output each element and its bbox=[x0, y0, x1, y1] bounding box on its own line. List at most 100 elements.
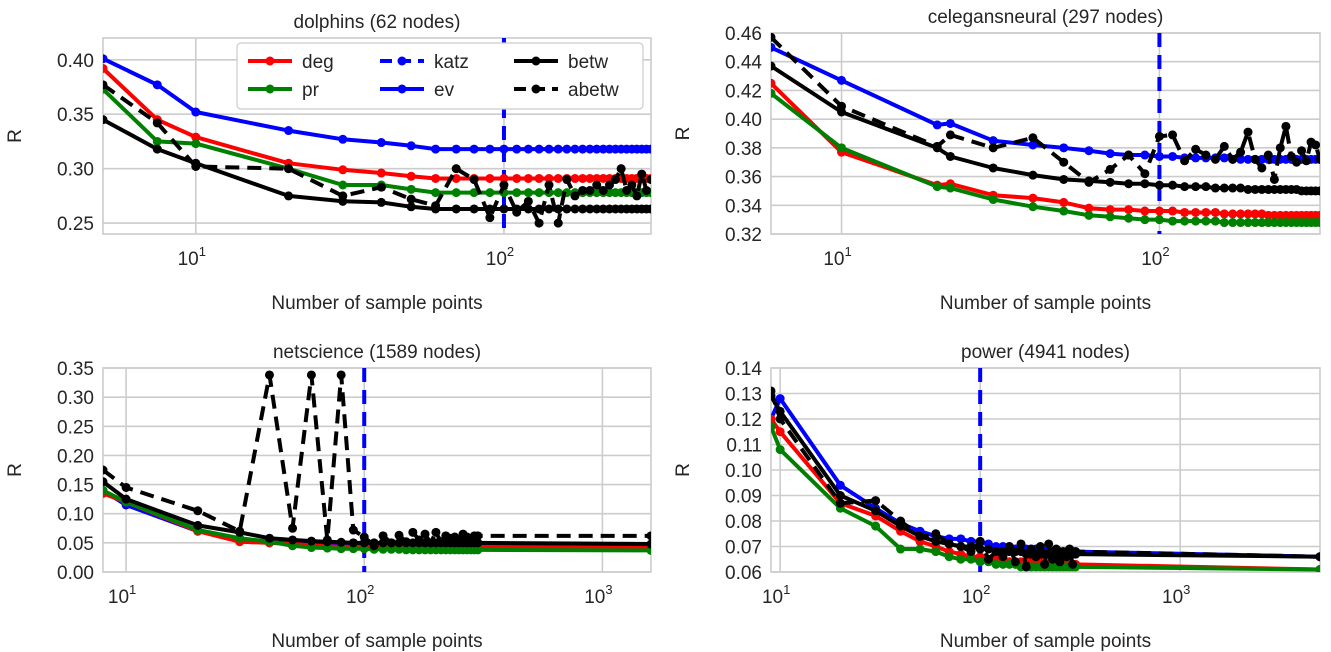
data-point-abetw bbox=[991, 547, 1001, 557]
data-point-pr bbox=[988, 195, 998, 205]
data-point-betw bbox=[1228, 183, 1238, 193]
legend: deg pr katz ev betw abetw bbox=[236, 42, 644, 110]
data-point-abetw bbox=[1044, 539, 1054, 549]
data-point-abetw bbox=[369, 541, 379, 551]
y-tick-label: 0.05 bbox=[57, 534, 94, 555]
data-point-deg bbox=[1228, 209, 1238, 219]
data-point-pr bbox=[553, 188, 563, 198]
data-point-pr bbox=[1228, 218, 1238, 228]
y-tick-label: 0.42 bbox=[725, 81, 762, 102]
data-point-ev bbox=[562, 144, 572, 154]
panel-title: power (4941 nodes) bbox=[961, 342, 1130, 363]
data-point-deg bbox=[1059, 197, 1069, 207]
x-tick-base: 10 bbox=[486, 249, 507, 270]
data-point-abetw bbox=[264, 370, 274, 380]
data-point-abetw bbox=[1191, 144, 1201, 154]
data-point-pr bbox=[512, 188, 522, 198]
data-point-abetw bbox=[627, 180, 637, 190]
y-tick-label: 0.20 bbox=[57, 446, 94, 467]
data-point-betw bbox=[406, 202, 416, 212]
data-point-abetw bbox=[896, 516, 906, 526]
data-point-betw bbox=[103, 477, 108, 487]
data-point-abetw bbox=[1040, 559, 1050, 569]
data-point-deg bbox=[431, 173, 441, 183]
x-tick-label: 101 bbox=[762, 582, 790, 608]
data-point-abetw bbox=[837, 101, 847, 111]
data-point-pr bbox=[998, 559, 1008, 569]
data-point-betw bbox=[103, 115, 108, 125]
data-point-abetw bbox=[1055, 557, 1065, 567]
data-point-deg bbox=[775, 427, 785, 437]
data-point-pr bbox=[431, 188, 441, 198]
y-axis-label: R bbox=[673, 127, 694, 141]
y-tick-label: 0.40 bbox=[57, 51, 94, 72]
data-point-ev bbox=[570, 144, 580, 154]
data-point-abetw bbox=[288, 523, 298, 533]
data-point-ev bbox=[103, 54, 108, 64]
legend-marker-pr bbox=[265, 84, 275, 94]
legend-label-pr: pr bbox=[302, 80, 320, 101]
data-point-abetw bbox=[966, 547, 976, 557]
data-point-pr bbox=[956, 554, 966, 564]
series-line-abetw bbox=[103, 83, 651, 226]
data-point-betw bbox=[983, 544, 993, 554]
data-point-deg bbox=[598, 173, 608, 183]
data-point-abetw bbox=[1311, 140, 1320, 150]
data-point-deg bbox=[534, 173, 544, 183]
data-point-betw bbox=[598, 204, 608, 214]
y-tick-label: 0.34 bbox=[725, 196, 762, 217]
data-point-ev bbox=[1257, 154, 1267, 164]
legend-marker-ev bbox=[397, 84, 407, 94]
data-point-abetw bbox=[570, 191, 580, 201]
data-point-abetw bbox=[1071, 547, 1081, 557]
y-tick-label: 0.44 bbox=[725, 53, 762, 74]
x-tick-base: 10 bbox=[178, 249, 199, 270]
data-point-abetw bbox=[1315, 552, 1320, 562]
data-point-betw bbox=[562, 204, 572, 214]
data-point-abetw bbox=[401, 537, 411, 547]
data-point-abetw bbox=[771, 386, 776, 396]
data-point-abetw bbox=[775, 414, 785, 424]
data-point-betw bbox=[1180, 182, 1190, 192]
legend-label-abetw: abetw bbox=[568, 80, 619, 101]
y-tick-label: 0.30 bbox=[57, 160, 94, 181]
data-point-abetw bbox=[1061, 552, 1071, 562]
data-point-deg bbox=[191, 132, 201, 142]
data-point-betw bbox=[585, 204, 595, 214]
y-tick-label: 0.30 bbox=[57, 388, 94, 409]
data-point-abetw bbox=[152, 118, 162, 128]
data-point-deg bbox=[1236, 209, 1246, 219]
data-point-betw bbox=[1315, 186, 1320, 196]
legend-marker-abetw bbox=[531, 84, 541, 94]
legend-label-betw: betw bbox=[568, 52, 608, 73]
data-point-ev bbox=[775, 394, 785, 404]
data-point-ev bbox=[945, 118, 955, 128]
data-point-pr bbox=[771, 422, 776, 432]
data-point-abetw bbox=[306, 370, 316, 380]
data-point-betw bbox=[264, 533, 274, 543]
data-point-abetw bbox=[1297, 146, 1307, 156]
data-point-abetw bbox=[871, 496, 881, 506]
x-tick-label: 101 bbox=[108, 582, 136, 608]
data-point-abetw bbox=[1275, 143, 1285, 153]
data-point-pr bbox=[1154, 215, 1164, 225]
data-point-betw bbox=[1257, 184, 1267, 194]
data-point-pr bbox=[944, 552, 954, 562]
data-point-abetw bbox=[956, 542, 966, 551]
data-point-pr bbox=[991, 559, 1001, 569]
x-tick-label: 102 bbox=[346, 582, 374, 608]
y-tick-label: 0.00 bbox=[57, 563, 94, 584]
panel-title: dolphins (62 nodes) bbox=[294, 12, 461, 33]
data-point-abetw bbox=[499, 180, 509, 190]
data-point-deg bbox=[1250, 209, 1260, 219]
data-point-abetw bbox=[1016, 539, 1026, 549]
x-axis-label: Number of sample points bbox=[271, 631, 482, 652]
data-point-abetw bbox=[386, 538, 396, 548]
data-point-ev bbox=[1219, 153, 1229, 163]
y-tick-label: 0.10 bbox=[725, 461, 762, 482]
data-point-abetw bbox=[1243, 127, 1253, 137]
data-point-ev bbox=[152, 80, 162, 90]
data-point-ev bbox=[598, 144, 608, 154]
data-point-abetw bbox=[406, 194, 416, 204]
y-tick-label: 0.46 bbox=[725, 24, 762, 45]
